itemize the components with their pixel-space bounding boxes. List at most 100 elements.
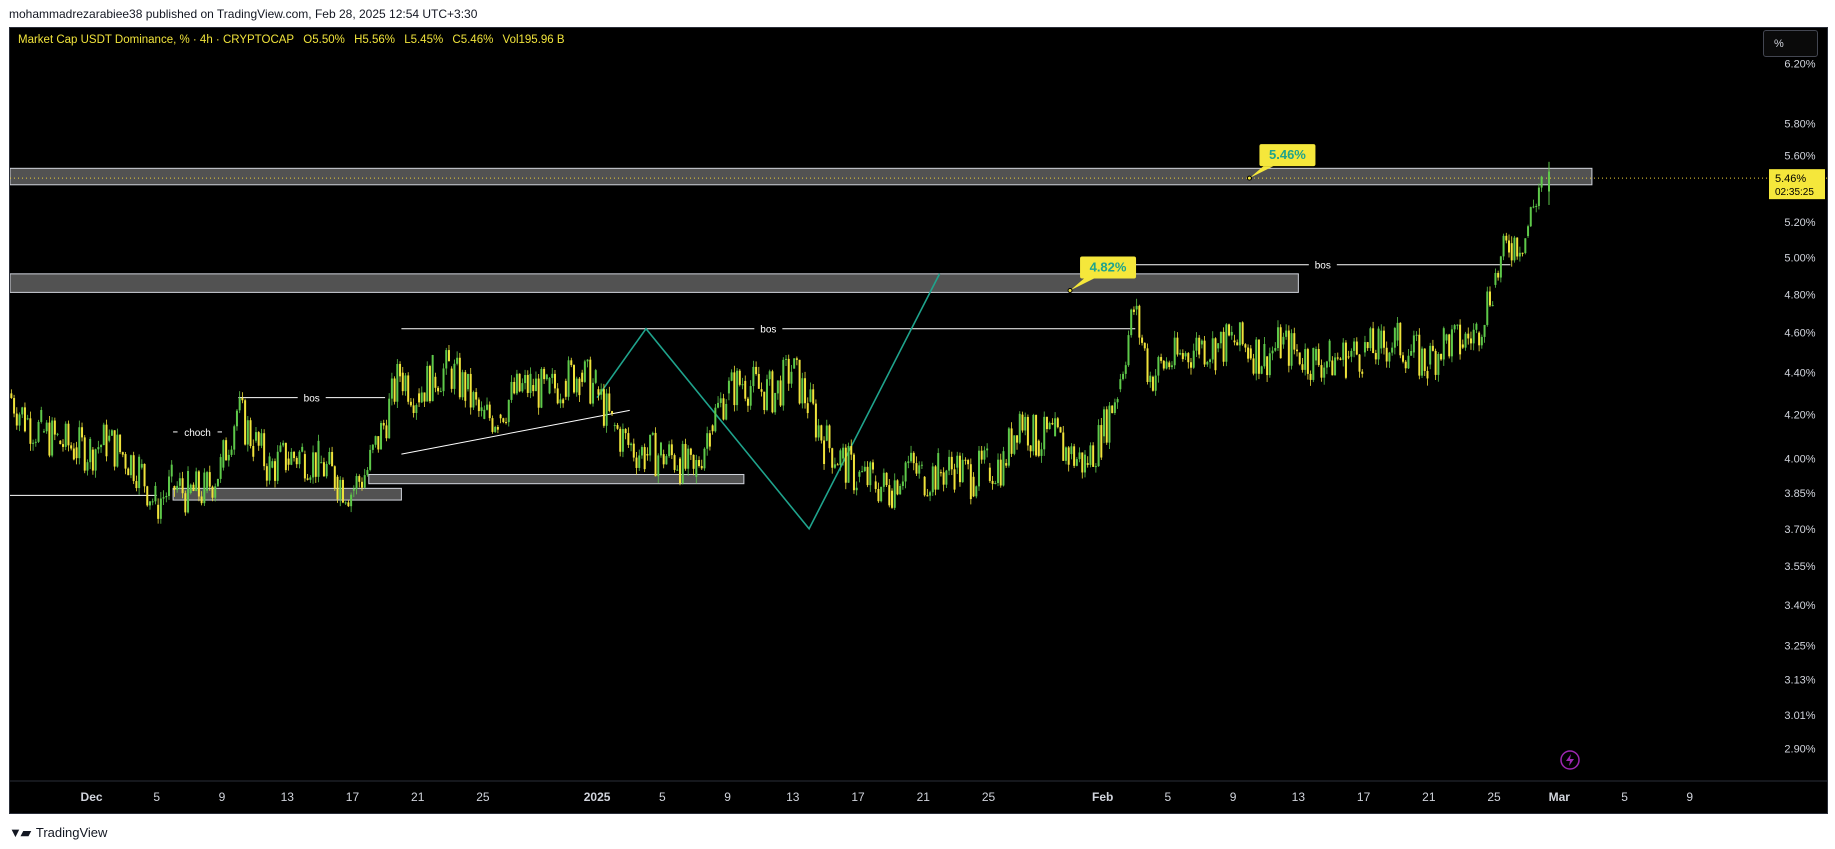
candle-body xyxy=(483,409,486,419)
callout-pointer-1 xyxy=(1249,166,1274,179)
candle-body xyxy=(34,441,37,443)
candle-body xyxy=(434,376,437,388)
candle-body xyxy=(1410,351,1413,356)
candle-body xyxy=(1486,291,1489,325)
lightning-icon xyxy=(1566,754,1574,766)
candle-body xyxy=(1510,243,1513,261)
candle-body xyxy=(1241,322,1244,345)
candle-body xyxy=(382,422,385,426)
candle-body xyxy=(393,378,396,402)
candle-body xyxy=(806,403,809,414)
candle-body xyxy=(1018,413,1021,443)
candle-body xyxy=(1083,454,1086,473)
candle-body xyxy=(934,466,937,490)
candle-body xyxy=(298,451,301,465)
callout-box-0 xyxy=(1080,256,1137,279)
candle-body xyxy=(62,444,65,447)
candle-body xyxy=(649,434,652,456)
candle-body xyxy=(953,469,956,490)
candle-body xyxy=(48,422,51,456)
callout-label-1: 5.46% xyxy=(1269,147,1306,162)
candle-body xyxy=(53,420,56,435)
candle-body xyxy=(355,476,358,489)
candle-body xyxy=(40,410,43,422)
candle-body xyxy=(399,364,402,377)
candle-body xyxy=(809,389,812,402)
candle-body xyxy=(456,357,459,364)
candle-body xyxy=(358,476,361,482)
level-label-choch: choch xyxy=(184,428,211,439)
candle-body xyxy=(920,464,923,466)
candle-body xyxy=(1494,272,1497,285)
candle-body xyxy=(548,377,551,394)
symbol-legend[interactable]: Market Cap USDT Dominance, % · 4h · CRYP… xyxy=(18,34,571,46)
candle-body xyxy=(138,456,141,489)
candle-body xyxy=(352,488,355,491)
candle-body xyxy=(1244,344,1247,348)
candle-body xyxy=(464,372,467,401)
candle-body xyxy=(1382,330,1385,348)
candle-body xyxy=(722,398,725,420)
candle-body xyxy=(583,361,586,382)
candle-body xyxy=(526,374,529,393)
candle-body xyxy=(1217,343,1220,349)
candle-body xyxy=(719,398,722,403)
candle-body xyxy=(687,448,690,469)
candle-body xyxy=(420,392,423,403)
candle-body xyxy=(741,384,744,386)
legend-low: L5.45% xyxy=(404,34,444,46)
footer-brand-label: TradingView xyxy=(35,825,108,840)
candle-body xyxy=(279,445,282,452)
candle-body xyxy=(831,448,834,468)
candle-body xyxy=(1467,333,1470,339)
candle-body xyxy=(793,358,796,369)
candle-body xyxy=(301,446,304,452)
callout-anchor-0 xyxy=(1067,288,1073,294)
percent-scale-button[interactable]: % xyxy=(1763,30,1818,57)
candle-body xyxy=(1529,207,1532,227)
candle-body xyxy=(956,455,959,468)
level-label-bos: bos xyxy=(760,325,776,336)
candle-body xyxy=(744,380,747,399)
candle-body xyxy=(227,454,230,461)
candle-body xyxy=(757,374,760,389)
price-chart[interactable]: bos choch bos bos 4.82% 5.46% 6.20% 5.80% 5.60% 5… xyxy=(10,28,1827,813)
candle-body xyxy=(45,422,48,432)
chart-panel[interactable]: bos choch bos bos 4.82% 5.46% 6.20% 5.80% 5.60% 5… xyxy=(9,27,1828,814)
projection-path xyxy=(596,273,941,531)
candle-body xyxy=(426,366,429,402)
candle-body xyxy=(235,410,238,427)
callout-pointer-0 xyxy=(1070,278,1095,291)
candle-body xyxy=(86,462,89,471)
candle-body xyxy=(1535,205,1538,207)
candle-body xyxy=(1037,440,1040,456)
candle-body xyxy=(725,403,728,420)
candle-body xyxy=(581,372,584,382)
candle-body xyxy=(1358,354,1361,372)
candle-body xyxy=(276,451,279,481)
lightning-icon xyxy=(1560,750,1580,770)
candle-body xyxy=(282,442,285,446)
y-tick-label: 5.20% xyxy=(1784,217,1815,229)
candle-body xyxy=(1355,341,1358,355)
candle-body xyxy=(850,445,853,455)
candle-body xyxy=(1505,235,1508,241)
candle-body xyxy=(613,425,616,427)
candle-body xyxy=(904,462,907,482)
candle-body xyxy=(295,457,298,465)
candle-body xyxy=(988,467,991,481)
x-tick-label: 9 xyxy=(1230,790,1237,804)
candle-body xyxy=(689,448,692,455)
candle-body xyxy=(1154,375,1157,391)
candle-body xyxy=(1116,399,1119,403)
candle-body xyxy=(1502,235,1505,257)
candle-body xyxy=(524,374,527,384)
legend-open: O5.50% xyxy=(303,34,345,46)
zone-box-2 xyxy=(172,487,402,501)
candle-body xyxy=(502,418,505,423)
candle-body xyxy=(1266,356,1269,376)
candle-body xyxy=(1339,358,1342,360)
x-tick-label: 17 xyxy=(851,790,865,804)
x-tick-label: 17 xyxy=(346,790,360,804)
x-tick-label: Dec xyxy=(81,790,103,804)
